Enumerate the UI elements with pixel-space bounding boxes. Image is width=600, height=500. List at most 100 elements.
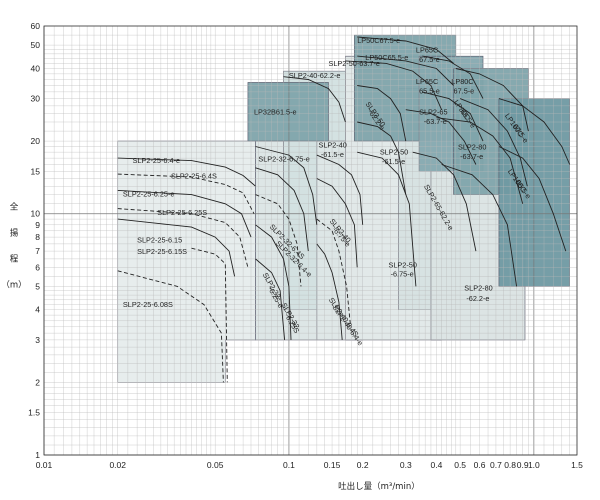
x-axis-label: 吐出し量（m³/min） xyxy=(338,481,420,492)
curve-slp2-32-6-75-e xyxy=(255,146,318,225)
curve-slp2-25-6-15s xyxy=(191,247,228,383)
x-axis-ticks: 0.01 0.02 0.05 0.1 0.15 0.2 0.3 0.4 0.5 0.6 0.7 0.8… xyxy=(36,460,583,470)
region-labels: SLP2-25-6.4-e SLP2-25-6.4S SLP2-25-6.25-e S… xyxy=(123,36,533,347)
region-lp100c xyxy=(498,98,570,287)
y-tick-label: 10 xyxy=(31,209,41,219)
curve-slp2-65-62-2-e xyxy=(412,151,477,252)
x-tick-label: 0.3 xyxy=(400,460,412,470)
y-axis-label-char: （m） xyxy=(1,280,26,291)
curve-lp50c67-5-e xyxy=(357,36,454,64)
curve-lp100c65-5-e xyxy=(498,146,567,252)
curve-lp80c65-5-e xyxy=(459,98,528,187)
y-tick-label: 4 xyxy=(35,305,40,315)
y-tick-label: 5 xyxy=(35,281,40,291)
y-axis-label-char: 全 xyxy=(10,202,19,213)
y-tick-label: 15 xyxy=(31,166,41,176)
y-axis-label-char: 程 xyxy=(10,255,19,265)
y-tick-label: 60 xyxy=(31,21,41,31)
x-tick-label: 0.7 xyxy=(490,460,502,470)
y-axis-ticks: 1 1.5 2 3 4 5 6 7 8 910 15 20 30 40 50 60 xyxy=(28,21,40,460)
label-slp2-25-6-15s: SLP2-25-6.15S xyxy=(137,247,187,256)
y-tick-label: 40 xyxy=(31,63,41,73)
y-tick-label: 2 xyxy=(35,377,40,387)
curve-slp2-50-6-75-e xyxy=(357,151,417,287)
label-slp2-25-6-4-e: SLP2-25-6.4-e xyxy=(133,156,180,165)
curve-slp2-50-62-2-e xyxy=(357,85,407,142)
curve-slp2-25-6-4-e xyxy=(117,157,256,187)
y-tick-label: 20 xyxy=(31,136,41,146)
y-tick-label: 1 xyxy=(35,450,40,460)
curve-slp2-32-6-4s xyxy=(255,167,309,252)
curve-lp80c67-5-e xyxy=(455,68,529,132)
label-slp2-50: SLP2-50 xyxy=(380,148,408,157)
label-slp2-25-6-08s: SLP2-25-6.08S xyxy=(123,300,173,309)
curve-lp65c67-5-e xyxy=(422,55,484,99)
x-tick-label: 0.05 xyxy=(207,460,224,470)
label-62-2-e: -62.2-e xyxy=(466,294,489,303)
label-slp2-50: SLP2-50 xyxy=(389,260,417,269)
label-lp65c: LP65C xyxy=(416,77,438,86)
curve-slp2-50-63-7-e xyxy=(345,60,443,110)
curve-slp2-32-6-25s xyxy=(255,258,286,340)
curve-lp65c65-5-e xyxy=(422,91,484,142)
label-slp2-65: SLP2-65 xyxy=(419,107,447,116)
x-tick-label: 0.2 xyxy=(357,460,369,470)
curve-slp2-25-6-25s xyxy=(117,208,249,268)
y-tick-label: 8 xyxy=(35,232,40,242)
label-lp50c67-5-e: LP50C67.5-e xyxy=(357,36,400,45)
x-tick-label: 1.0 xyxy=(528,460,540,470)
performance-curves xyxy=(117,36,571,383)
x-tick-label: 0.15 xyxy=(324,460,341,470)
label-lp80c: LP80C xyxy=(451,77,473,86)
label-lp65c: LP65C xyxy=(416,46,438,55)
curve-slp2-80-63-7-e xyxy=(436,117,524,204)
label-slp2-25-6-4s: SLP2-25-6.4S xyxy=(171,171,217,180)
x-tick-label: 0.02 xyxy=(109,460,126,470)
x-tick-label: 0.8 xyxy=(504,460,516,470)
plot-frame xyxy=(43,25,578,456)
label-6-75-e: -6.75-e xyxy=(391,269,414,278)
label-67-5-e: 67.5-e xyxy=(419,55,440,64)
curve-slp2-50-61-5-e xyxy=(357,121,407,195)
label-67-5-e: 67.5-e xyxy=(454,87,475,96)
y-axis-label-char: 揚 xyxy=(10,228,19,239)
x-tick-label: 0.9 xyxy=(517,460,529,470)
y-tick-label: 6 xyxy=(35,262,40,272)
coverage-regions xyxy=(117,34,570,383)
label-slp2-40-62-2-e: SLP2-40-62.2-e xyxy=(289,71,341,80)
curve-slp2-40-62-2-e xyxy=(283,76,346,123)
grid xyxy=(43,25,578,456)
x-tick-label: 0.6 xyxy=(474,460,486,470)
curve-lp100c67-5-e xyxy=(498,98,571,165)
curve-slp2-25-6-15 xyxy=(117,218,236,277)
label-63-7-e: -63.7-e xyxy=(460,152,483,161)
label-65-5-e: 65.5-e xyxy=(419,87,440,96)
x-tick-label: 0.01 xyxy=(36,460,53,470)
x-tick-label: 1.5 xyxy=(571,460,583,470)
label-61-5-e: -61.5-e xyxy=(321,150,344,159)
label-slp2-32-6-75-e: SLP2-32-6.75-e xyxy=(258,154,310,163)
label-slp2-80: SLP2-80 xyxy=(458,142,486,151)
label-slp2-50-63-7-e: SLP2-50-63.7-e xyxy=(328,59,380,68)
label-lp50c65-5-e: LP50C65.5-e xyxy=(365,53,408,62)
curve-slp2-80-62-2-e xyxy=(441,164,518,287)
y-tick-label: 1.5 xyxy=(28,408,40,418)
label-slp2-80: SLP2-80 xyxy=(464,284,492,293)
curve-slp2-32-6-4-e xyxy=(255,194,302,287)
y-tick-label: 50 xyxy=(31,40,41,50)
label-slp2-40: SLP2-40 xyxy=(318,141,346,150)
y-tick-label: 30 xyxy=(31,94,41,104)
label-lp32b61-5-e: LP32B61.5-e xyxy=(254,107,297,116)
curve-slp2-40-6-4s xyxy=(316,218,351,324)
curve-lp50c65-5-e xyxy=(357,55,454,86)
curve-slp2-40-6-4-e xyxy=(316,243,343,340)
label-63-7-e: -63.7-e xyxy=(424,117,447,126)
label-61-5-e: -61.5-e xyxy=(382,157,405,166)
x-tick-label: 0.5 xyxy=(454,460,466,470)
y-tick-label: 7 xyxy=(35,246,40,256)
curve-slp2-25-6-08s xyxy=(117,270,224,383)
curve-slp2-40-6-75-e xyxy=(316,178,358,268)
curve-slp2-65-63-7-e xyxy=(405,109,477,165)
label-slp2-25-6-25s: SLP2-25-6.25S xyxy=(157,208,207,217)
